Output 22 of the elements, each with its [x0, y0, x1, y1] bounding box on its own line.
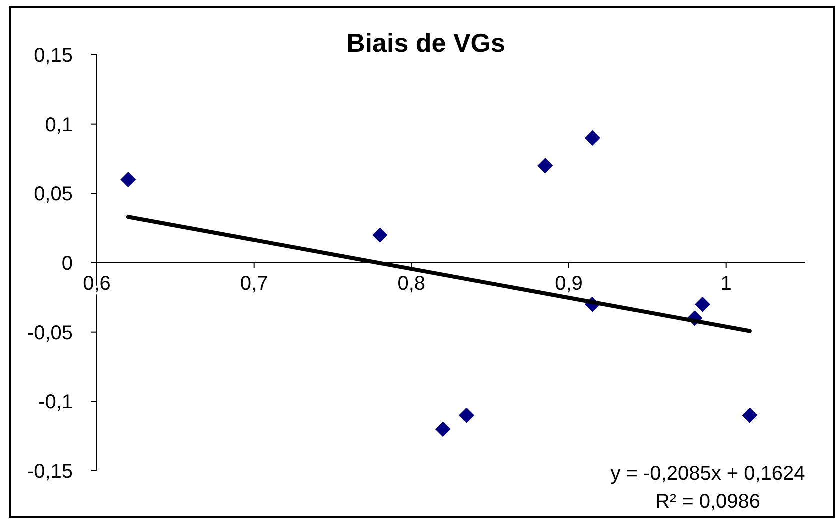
chart-title: Biais de VGs: [346, 28, 506, 58]
annotation: y = -0,2085x + 0,1624: [610, 463, 806, 485]
point: [435, 422, 451, 438]
y-tick-label: 0,15: [34, 45, 73, 67]
x-tick-label: 0,8: [398, 273, 426, 295]
point: [372, 228, 388, 244]
x-tick-label: 0,7: [240, 273, 268, 295]
x-tick-label: 1: [720, 273, 732, 295]
point: [120, 172, 136, 188]
y-tick-label: -0,15: [27, 461, 73, 483]
point: [584, 130, 600, 146]
y-tick-label: -0,1: [38, 392, 73, 414]
y-tick-label: 0,1: [45, 114, 73, 136]
y-tick-label: -0,05: [27, 322, 73, 344]
x-tick-label: 0,9: [555, 273, 583, 295]
y-tick-label: 0: [62, 253, 73, 275]
text: R² = 0,0986: [655, 491, 761, 513]
y-tick-label: 0,05: [34, 184, 73, 206]
point: [742, 408, 758, 424]
point: [694, 296, 710, 312]
point: [458, 408, 474, 424]
point: [538, 158, 554, 174]
